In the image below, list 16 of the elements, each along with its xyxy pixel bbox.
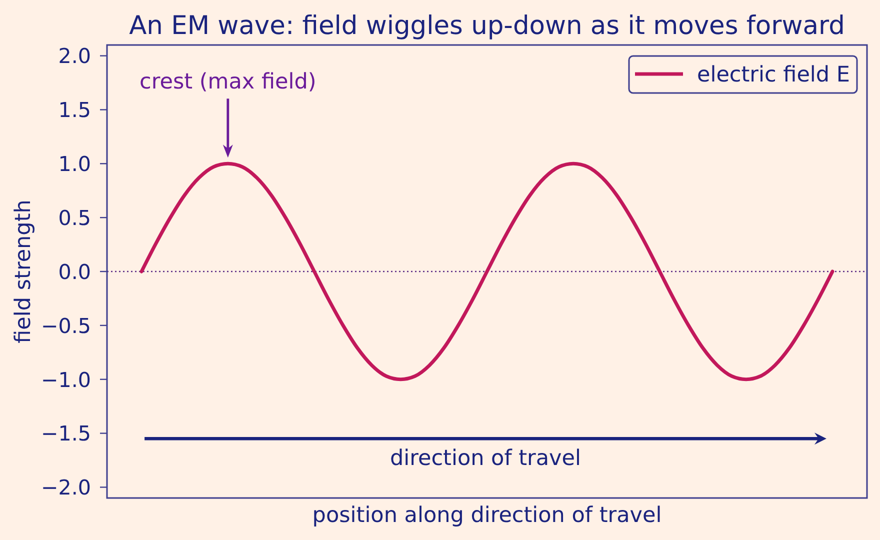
annotation: crest (max field) (140, 70, 316, 95)
y-tick-label: −1.5 (40, 422, 91, 446)
y-tick-label: 0.0 (58, 260, 91, 284)
line-series (140, 162, 834, 382)
y-tick-label: 1.5 (58, 98, 91, 122)
annotation: direction of travel (390, 446, 581, 472)
y-tick-label: −2.0 (40, 476, 91, 500)
chart-title: An EM wave: field wiggles up-down as it moves forward (129, 11, 845, 41)
y-tick-label: −1.0 (40, 368, 91, 392)
x-axis-title: position along direction of travel (312, 503, 662, 528)
legend-label: electric field E (697, 62, 850, 88)
y-axis-title: field strength (11, 200, 36, 344)
y-tick-label: 2.0 (58, 44, 91, 68)
y-tick-label: −0.5 (40, 314, 91, 338)
y-tick-label: 1.0 (58, 152, 91, 176)
y-tick-label: 0.5 (58, 206, 91, 230)
